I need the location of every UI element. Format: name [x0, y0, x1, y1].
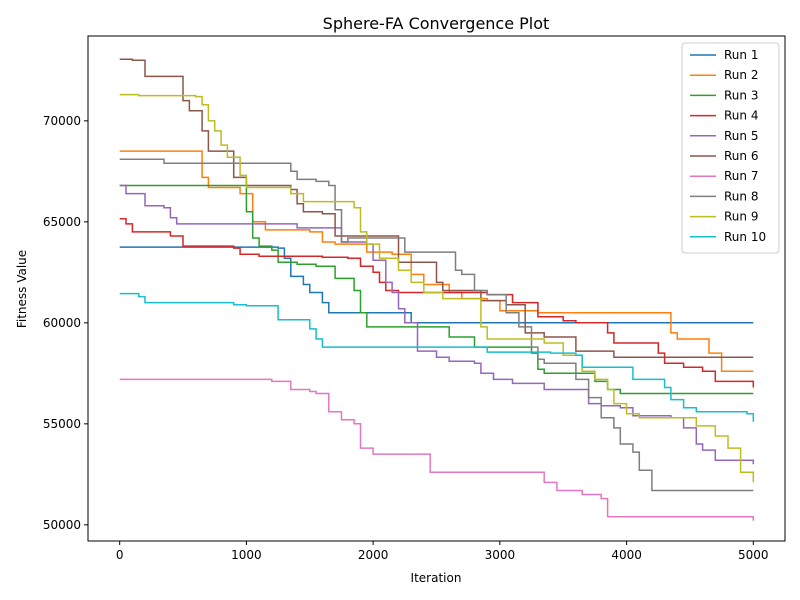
- series-line-run-5: [119, 184, 755, 465]
- legend-label-run-1: Run 1: [724, 48, 758, 62]
- series-line-run-4: [119, 218, 755, 388]
- x-tick-label: 2000: [358, 548, 389, 562]
- legend-label-run-7: Run 7: [724, 169, 758, 183]
- legend-label-run-5: Run 5: [724, 129, 758, 143]
- series-line-run-1: [119, 246, 754, 324]
- legend-label-run-10: Run 10: [724, 230, 766, 244]
- legend-label-run-4: Run 4: [724, 109, 758, 123]
- x-tick-label: 3000: [485, 548, 516, 562]
- y-tick-label: 70000: [43, 114, 81, 128]
- series-line-run-10: [119, 292, 755, 422]
- series-line-run-9: [119, 93, 755, 483]
- chart-title: Sphere-FA Convergence Plot: [323, 14, 550, 33]
- x-axis-ticks: 0 1000 2000 3000 4000 5000: [116, 541, 769, 562]
- legend-label-run-2: Run 2: [724, 68, 758, 82]
- y-tick-label: 65000: [43, 215, 81, 229]
- legend-label-run-9: Run 9: [724, 210, 758, 224]
- x-tick-label: 1000: [231, 548, 262, 562]
- y-tick-label: 60000: [43, 316, 81, 330]
- series-line-run-8: [119, 158, 754, 492]
- series-line-run-3: [119, 184, 754, 395]
- series-line-run-6: [119, 58, 754, 358]
- y-axis-ticks: 50000 55000 60000 65000 70000: [43, 114, 88, 532]
- x-tick-label: 5000: [738, 548, 769, 562]
- y-tick-label: 50000: [43, 518, 81, 532]
- y-axis-label: Fitness Value: [15, 250, 29, 328]
- series-line-run-7: [119, 378, 755, 521]
- x-tick-label: 0: [116, 548, 124, 562]
- series-line-run-2: [119, 150, 754, 373]
- plot-lines: [119, 58, 755, 521]
- plot-frame: [87, 35, 786, 542]
- x-axis-label: Iteration: [411, 571, 462, 585]
- legend-label-run-3: Run 3: [724, 88, 758, 102]
- x-tick-label: 4000: [611, 548, 642, 562]
- legend: Run 1 Run 2 Run 3 Run 4 Run 5 Run 6 Run 7 Run 8…: [681, 42, 780, 254]
- legend-label-run-6: Run 6: [724, 149, 758, 163]
- y-tick-label: 55000: [43, 417, 81, 431]
- legend-label-run-8: Run 8: [724, 189, 758, 203]
